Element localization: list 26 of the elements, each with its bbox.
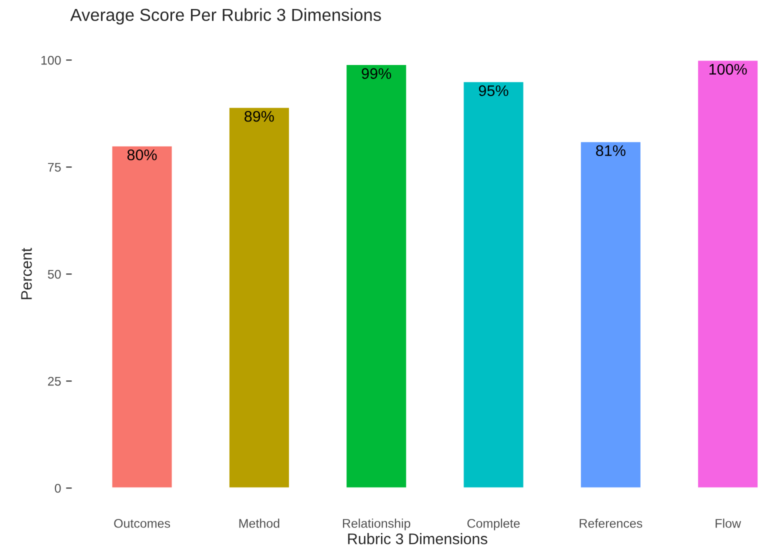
- data-label: 99%: [362, 68, 392, 79]
- chart-title: Average Score Per Rubric 3 Dimensions: [70, 8, 381, 24]
- data-label: 81%: [596, 145, 626, 156]
- x-tick-label: Method: [239, 518, 280, 528]
- bar: [345, 64, 408, 488]
- data-label: 80%: [127, 149, 157, 160]
- y-tick-label: 50: [48, 270, 61, 279]
- bar: [462, 80, 525, 488]
- bar: [228, 106, 290, 488]
- data-label: 89%: [244, 110, 274, 122]
- data-label: 95%: [478, 85, 508, 96]
- bar: [110, 144, 174, 488]
- x-tick-label: Flow: [716, 518, 742, 528]
- x-tick-label: Outcomes: [114, 518, 170, 528]
- bar: [580, 140, 642, 488]
- y-tick-label: 25: [48, 376, 61, 386]
- x-tick-label: References: [580, 518, 642, 528]
- y-tick-label: 0: [54, 484, 61, 493]
- data-label: 100%: [709, 64, 747, 75]
- x-axis-title: Rubric 3 Dimensions: [348, 533, 488, 544]
- x-tick-label: Relationship: [342, 518, 410, 530]
- y-axis-title: Percent: [21, 248, 32, 300]
- x-tick-label: Complete: [467, 518, 520, 530]
- y-tick-label: 100: [41, 56, 61, 65]
- bar: [696, 60, 760, 488]
- y-tick-label: 75: [48, 162, 61, 172]
